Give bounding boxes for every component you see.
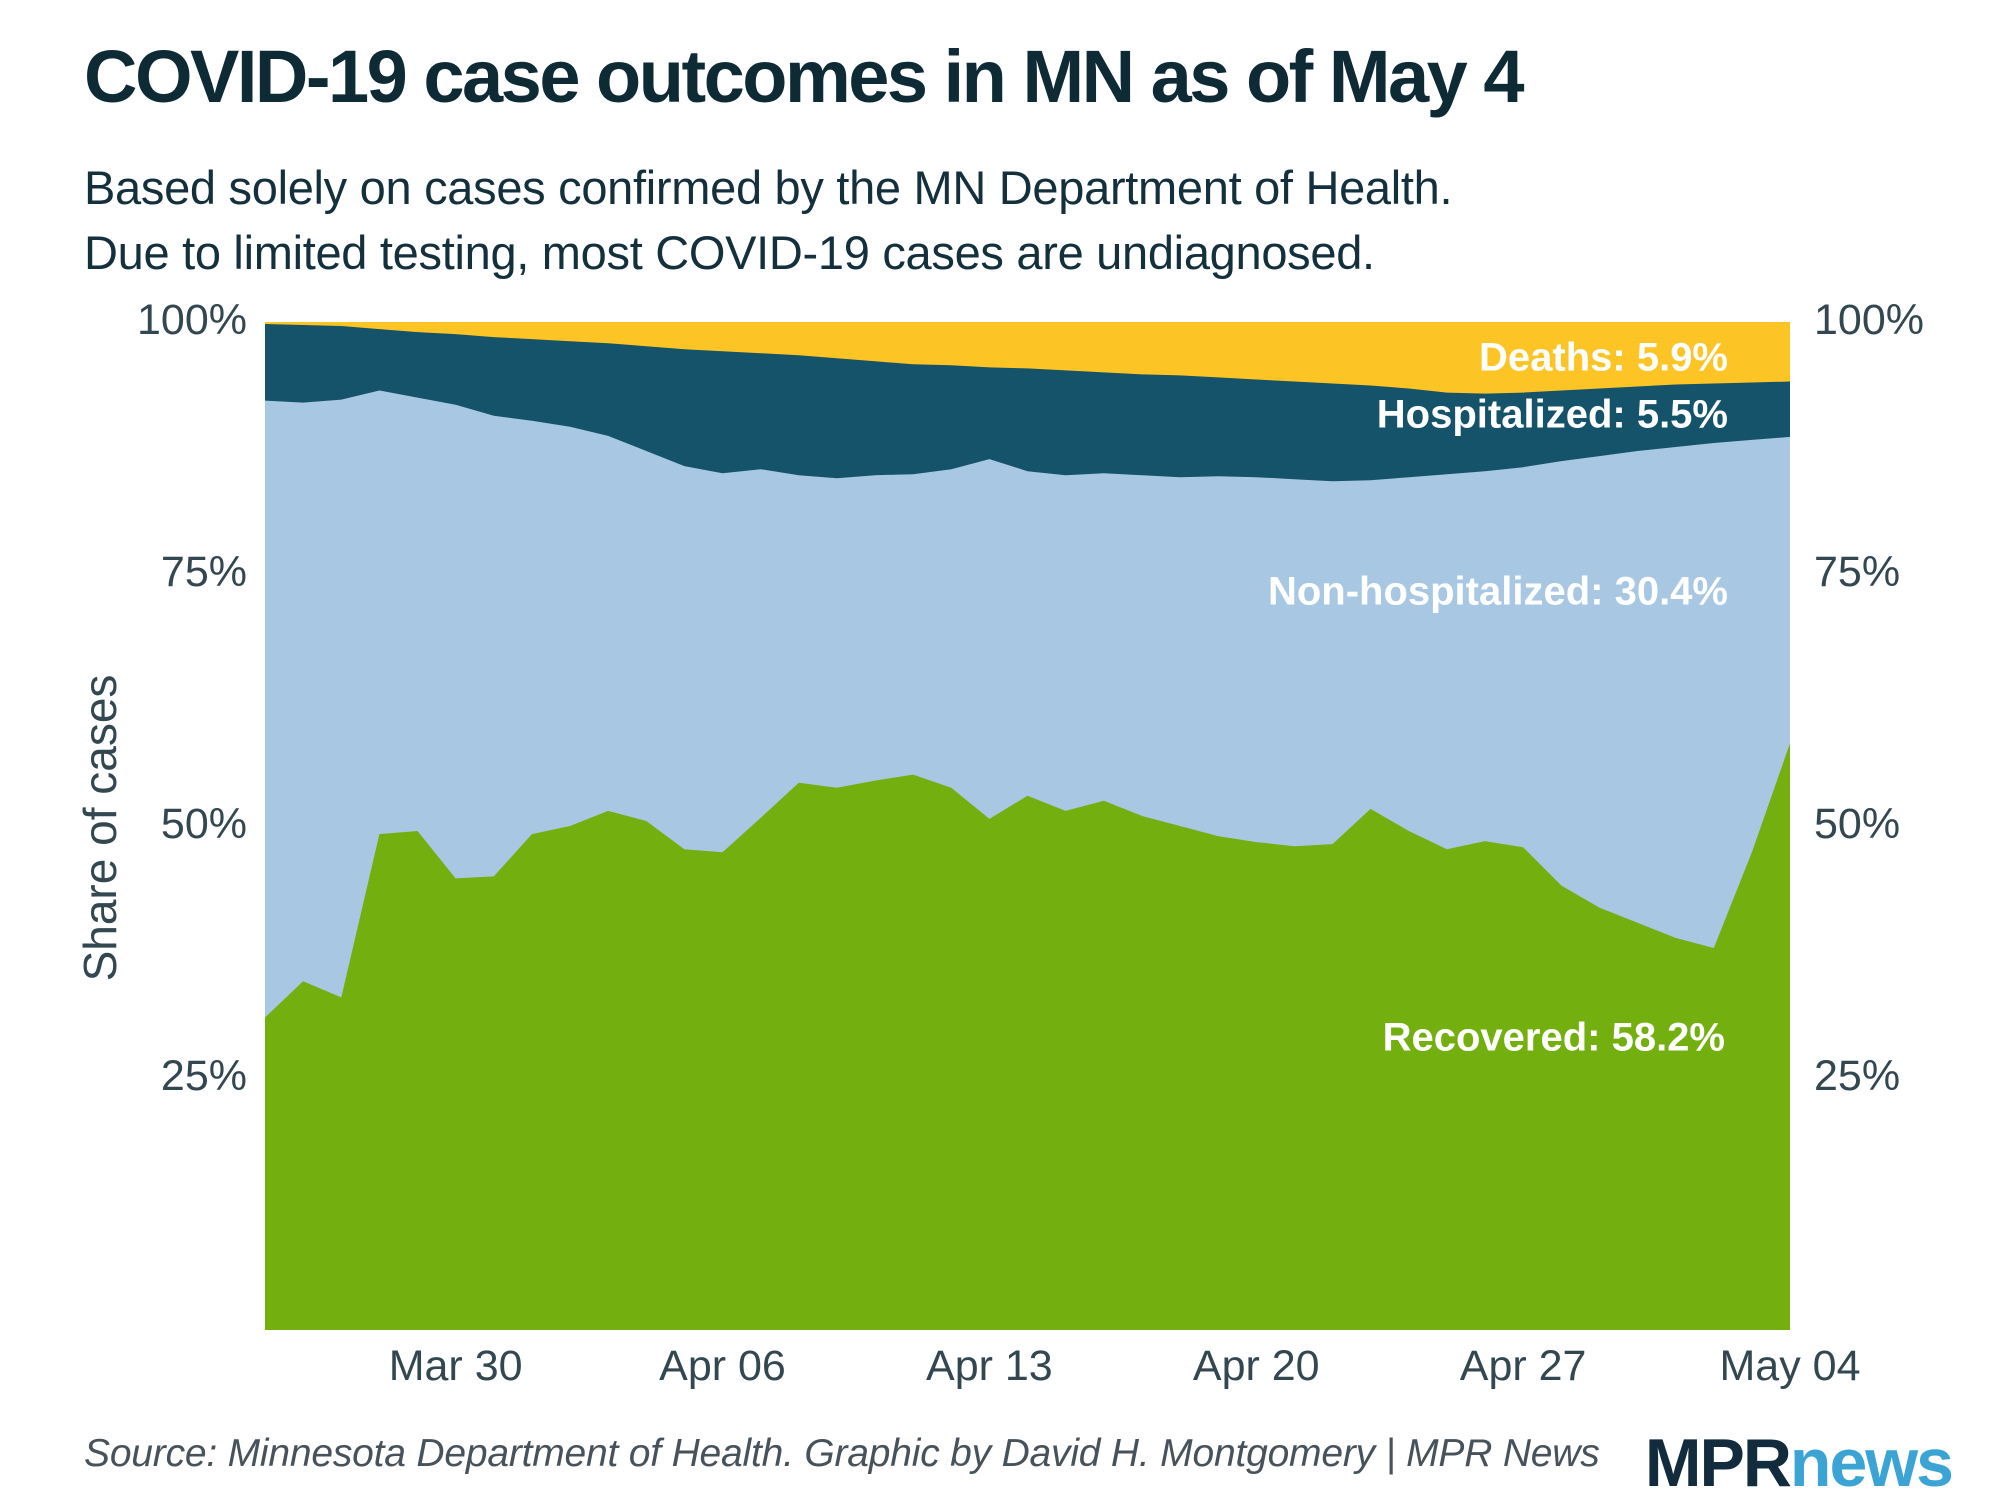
- y-tick-left-75%: 75%: [160, 548, 247, 596]
- series-label-recovered: Recovered: 58.2%: [1382, 1015, 1725, 1060]
- subtitle: Based solely on cases confirmed by the M…: [84, 156, 1453, 286]
- series-label-deaths: Deaths: 5.9%: [1479, 335, 1728, 380]
- logo-text-news: news: [1789, 1425, 1954, 1500]
- x-tick-May-04: May 04: [1719, 1342, 1861, 1390]
- y-tick-left-25%: 25%: [160, 1052, 247, 1100]
- x-tick-Mar-30: Mar 30: [388, 1342, 523, 1390]
- area-recovered: [265, 743, 1790, 1330]
- x-tick-Apr-27: Apr 27: [1459, 1342, 1587, 1390]
- y-tick-right-75%: 75%: [1814, 548, 1901, 596]
- subtitle-line-2: Due to limited testing, most COVID-19 ca…: [84, 225, 1375, 279]
- y-tick-left-100%: 100%: [137, 296, 247, 344]
- y-tick-right-100%: 100%: [1814, 296, 1924, 344]
- chart-canvas: [265, 322, 1790, 1330]
- logo-text-mpr: MPR: [1644, 1425, 1792, 1500]
- x-tick-Apr-06: Apr 06: [659, 1342, 786, 1390]
- series-label-non-hospitalized: Non-hospitalized: 30.4%: [1267, 569, 1728, 614]
- stacked-area-chart: [265, 322, 1790, 1330]
- source-credit: Source: Minnesota Department of Health. …: [84, 1432, 1600, 1475]
- subtitle-line-1: Based solely on cases confirmed by the M…: [84, 161, 1453, 214]
- x-tick-Apr-20: Apr 20: [1192, 1342, 1320, 1390]
- mpr-news-logo: MPRnews: [1644, 1424, 1954, 1500]
- series-label-hospitalized: Hospitalized: 5.5%: [1376, 392, 1728, 437]
- y-tick-right-25%: 25%: [1814, 1052, 1901, 1100]
- y-tick-left-50%: 50%: [160, 800, 247, 848]
- page-title: COVID-19 case outcomes in MN as of May 4: [84, 35, 1525, 118]
- y-tick-right-50%: 50%: [1814, 800, 1901, 848]
- x-tick-Apr-13: Apr 13: [926, 1342, 1053, 1390]
